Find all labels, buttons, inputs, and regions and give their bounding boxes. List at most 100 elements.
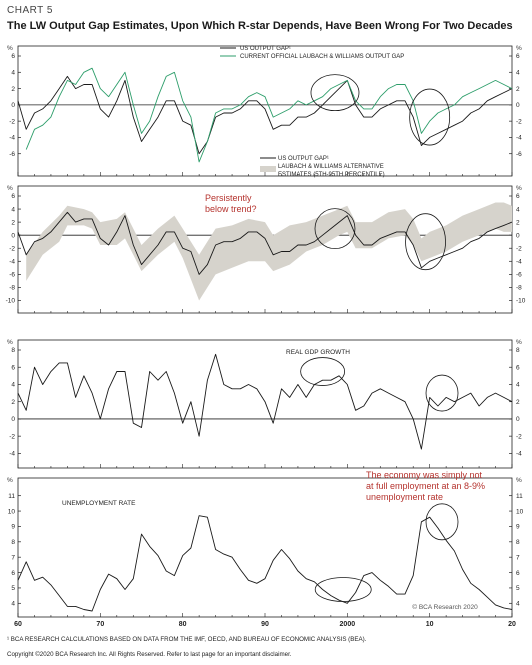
legend-label: US OUTPUT GAP¹ [278,156,329,162]
y-tick-label-left: 5 [11,585,15,592]
y-tick-label-left: 8 [11,539,15,546]
y-tick-label-right: 0 [516,102,520,109]
chart-number-label: CHART 5 [7,5,53,16]
panel-output-gap-comparison: % %6 64 42 20 0-2 -2-4 -4-6 -6US OUTPUT GAP¹CURR… [7,45,522,177]
y-tick-label-right: 10 [516,508,524,515]
y-unit-right: % [516,339,522,346]
annotation-text: at full employment at an 8-9% [366,481,485,491]
y-tick-label-right: 11 [516,493,523,500]
y-tick-label-left: -6 [9,272,15,279]
series-line-0 [17,211,513,275]
y-tick-label-right: 2 [516,219,520,226]
y-tick-label-right: 8 [516,539,520,546]
y-tick-label-left: 4 [11,69,15,76]
y-tick-label-left: 4 [11,206,15,213]
footnote: ¹ BCA RESEARCH CALCULATIONS BASED ON DAT… [7,636,367,643]
annotation-text: below trend? [205,204,257,214]
y-tick-label-left: 4 [11,382,15,389]
y-tick-label-right: 4 [516,69,520,76]
annotation-circle [314,208,356,250]
y-unit-left: % [7,45,13,52]
y-tick-label-right: -2 [516,433,522,440]
percentile-band [26,202,512,301]
y-tick-label-right: -6 [516,272,522,279]
y-tick-label-right: 2 [516,399,520,406]
y-tick-label-left: -2 [9,433,15,440]
panel-unemployment-rate: % % 11 11 10 10 9 9 8 8 7 7 6 6 5 5 4 4 UNEMPLOYMENT RATE T… [7,470,524,618]
y-tick-label-right: 2 [516,86,520,93]
legend-label: LAUBACH & WILLIAMS ALTERNATIVE [278,164,384,170]
y-tick-label-right: 6 [516,193,520,200]
x-tick-label: 90 [261,621,269,628]
panel-frame [17,45,513,177]
y-tick-label-right: 5 [516,585,520,592]
x-tick-label: 70 [96,621,104,628]
y-tick-label-left: 8 [11,347,15,354]
x-tick-label: 60 [14,621,22,628]
y-tick-label-right: -4 [516,451,522,458]
annotation-circle [314,577,372,602]
x-tick-label: 2000 [340,621,356,628]
y-tick-label-left: 9 [11,524,15,531]
y-tick-label-right: 8 [516,347,520,354]
y-tick-label-right: 0 [516,232,520,239]
y-tick-label-left: 7 [11,554,15,561]
y-tick-label-right: -2 [516,245,522,252]
y-tick-label-left: 10 [8,508,16,515]
y-tick-label-right: 9 [516,524,520,531]
y-tick-label-left: 6 [11,193,15,200]
legend-swatch-band [260,166,276,172]
x-tick-label: 80 [179,621,187,628]
x-tick-label: 10 [426,621,434,628]
y-tick-label-left: -4 [9,135,15,142]
y-tick-label-right: -2 [516,118,522,125]
y-tick-label-left: -4 [9,258,15,265]
annotation-circle [409,88,451,146]
y-tick-label-right: 4 [516,206,520,213]
y-tick-label-right: -6 [516,151,522,158]
annotation-circle [425,503,459,541]
y-tick-label-left: -8 [9,285,15,292]
annotation-text: Persistently [205,193,252,203]
y-tick-label-left: -4 [9,451,15,458]
y-tick-label-left: 0 [11,102,15,109]
y-tick-label-left: -2 [9,245,15,252]
annotation-text: The economy was simply not [366,470,483,480]
y-tick-label-right: 6 [516,364,520,371]
y-tick-label-right: -4 [516,135,522,142]
annotation-circle [310,74,360,112]
y-tick-label-right: 6 [516,53,520,60]
chart-title: The LW Output Gap Estimates, Upon Which … [7,20,513,32]
x-tick-label: 20 [508,621,516,628]
y-tick-label-right: 4 [516,382,520,389]
y-tick-label-right: 7 [516,554,520,561]
legend-label: US OUTPUT GAP¹ [240,46,291,52]
y-tick-label-left: -2 [9,118,15,125]
y-tick-label-left: 2 [11,86,15,93]
series-label: UNEMPLOYMENT RATE [62,500,136,507]
y-tick-label-left: 6 [11,570,15,577]
y-tick-label-right: -10 [516,298,526,305]
annotation-circle [405,213,446,271]
series-line-0 [17,353,513,450]
y-unit-right: % [516,477,522,484]
legend-label: ESTIMATES (5TH-95TH PERCENTILE) [278,172,385,178]
y-tick-label-left: 4 [11,601,15,608]
series-line-0 [17,75,513,155]
y-tick-label-left: -10 [6,298,16,305]
annotation-text: unemployment rate [366,492,443,502]
y-tick-label-left: 2 [11,219,15,226]
y-tick-label-right: -4 [516,258,522,265]
y-tick-label-left: 6 [11,364,15,371]
panel-frame [17,339,513,469]
y-unit-right: % [516,45,522,52]
y-unit-left: % [7,185,13,192]
y-tick-label-right: 6 [516,570,520,577]
annotation-circle [300,357,346,386]
y-unit-left: % [7,477,13,484]
y-unit-left: % [7,339,13,346]
y-tick-label-right: 0 [516,416,520,423]
x-axis-years: 60 70 80 90 2000 10 20 [14,621,516,628]
y-tick-label-left: 0 [11,232,15,239]
